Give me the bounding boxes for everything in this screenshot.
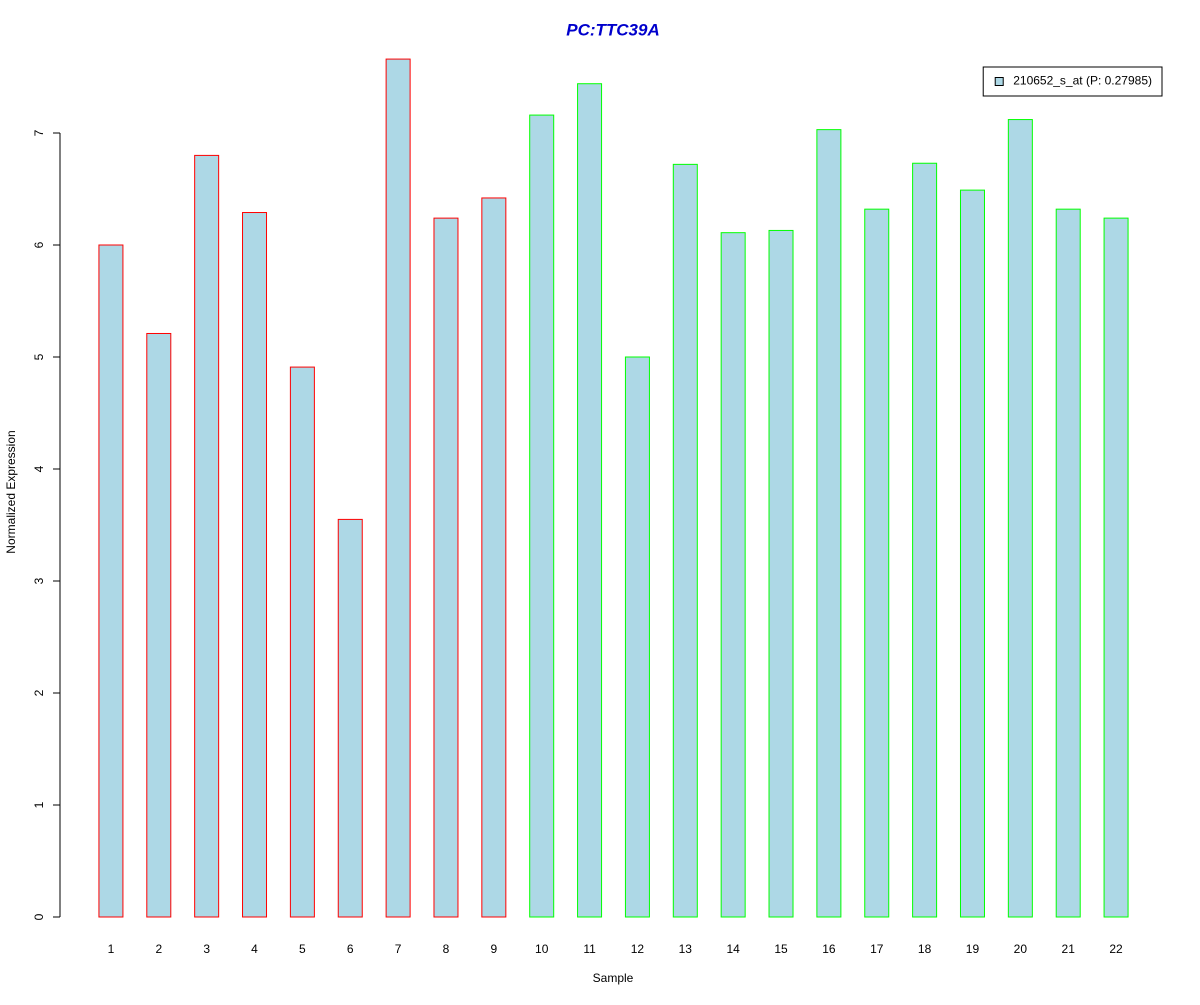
bar [959,189,985,918]
y-tick-label: 3 [32,577,46,584]
bar [577,83,603,918]
bar [768,229,794,918]
legend-swatch [994,77,1004,86]
legend-box [982,66,1163,97]
bar [433,217,459,918]
bar [337,518,363,918]
x-tick-label: 10 [535,942,549,956]
bar [289,366,315,918]
bar [194,154,220,918]
x-tick-label: 11 [583,942,596,956]
x-tick-label: 8 [443,942,450,956]
y-axis-label: Normalized Expression [4,430,18,553]
x-tick-label: 3 [203,942,210,956]
x-tick-label: 5 [299,942,306,956]
x-tick-label: 12 [631,942,645,956]
x-tick-label: 17 [870,942,884,956]
x-tick-label: 6 [347,942,354,956]
y-tick-label: 7 [32,129,46,136]
x-tick-label: 22 [1109,942,1123,956]
x-tick-label: 14 [726,942,740,956]
bar [672,163,698,918]
x-tick-label: 15 [774,942,788,956]
x-axis-label: Sample [593,971,634,985]
x-tick-label: 19 [966,942,980,956]
x-tick-label: 21 [1062,942,1076,956]
y-tick-label: 2 [32,689,46,696]
bar [1007,119,1033,918]
chart-title: PC:TTC39A [566,20,660,39]
bar [529,114,555,918]
bar [912,162,938,918]
legend-label: 210652_s_at (P: 0.27985) [1013,74,1152,88]
bar [146,332,172,918]
bar [720,232,746,918]
bar [98,244,124,918]
bar [242,212,268,918]
bar [816,129,842,918]
x-tick-label: 1 [108,942,115,956]
bar [385,58,411,918]
bar [481,197,507,918]
x-tick-label: 13 [679,942,693,956]
bar [1103,217,1129,918]
y-tick-label: 4 [32,465,46,472]
y-tick-label: 6 [32,241,46,248]
x-tick-label: 9 [490,942,497,956]
x-tick-label: 2 [155,942,162,956]
x-tick-label: 7 [395,942,402,956]
bar [864,208,890,918]
y-tick-label: 1 [32,801,46,808]
x-tick-label: 4 [251,942,258,956]
x-tick-label: 18 [918,942,932,956]
y-tick-label: 5 [32,353,46,360]
bar [1055,208,1081,918]
x-tick-label: 20 [1014,942,1028,956]
x-tick-label: 16 [822,942,836,956]
y-tick-label: 0 [32,913,46,920]
bar [624,356,650,918]
